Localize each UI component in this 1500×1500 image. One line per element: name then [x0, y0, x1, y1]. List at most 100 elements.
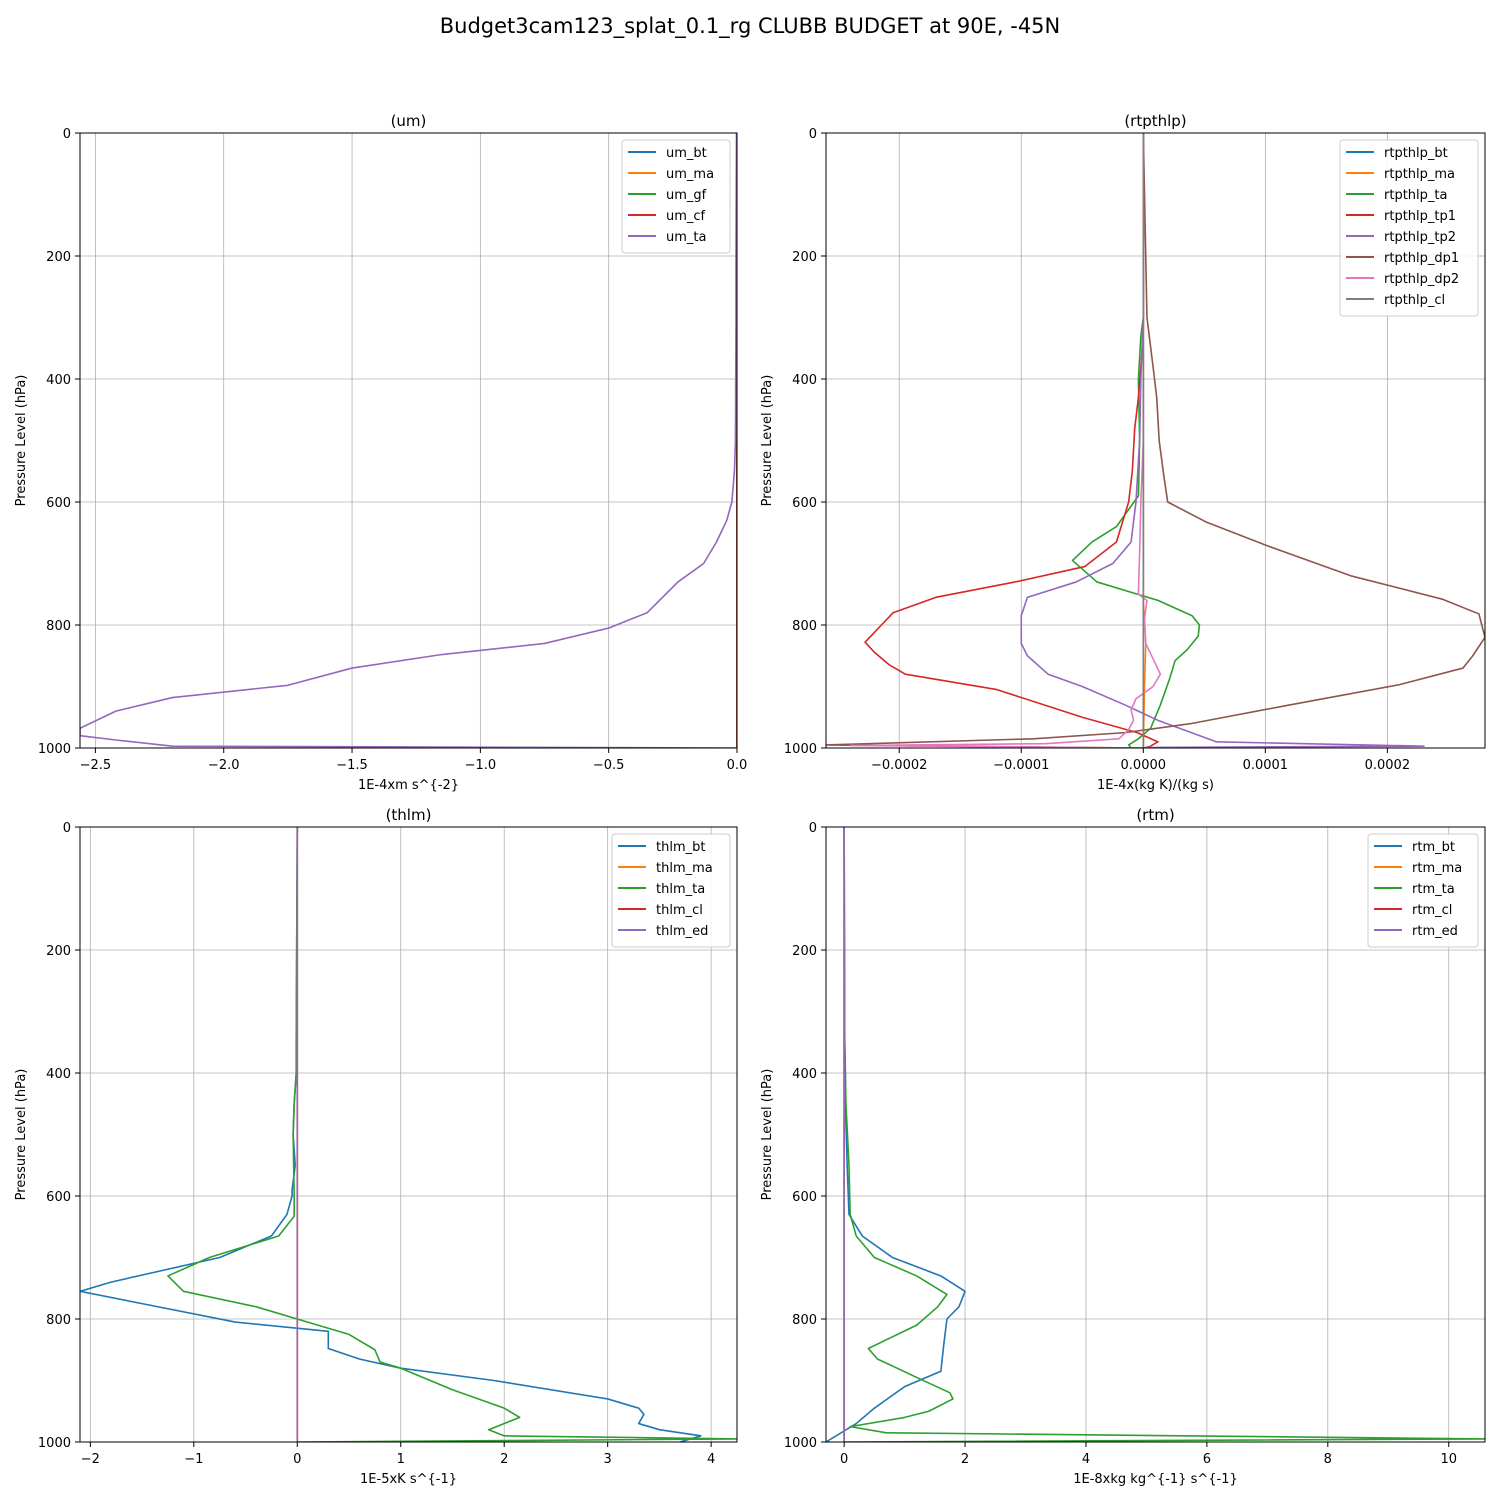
subplot-title: (um) [391, 112, 427, 130]
series-line-rtpthlp_tp1 [864, 133, 1159, 748]
y-tick-label: 1000 [784, 742, 817, 757]
subplot-3: 0 2 4 6 8 10 0 200 400 600 800 1000 (rtm) 1E-8xkg kg^… [760, 806, 1486, 1487]
y-tick-label: 0 [809, 127, 817, 142]
legend-box [611, 833, 731, 948]
legend-entry-um_ma: um_ma [666, 167, 714, 182]
legend: thlm_bt thlm_ma thlm_ta thlm_cl thlm_ed [611, 833, 731, 948]
series-line-rtm_ta [843, 827, 1485, 1442]
y-axis-label: Pressure Level (hPa) [14, 375, 29, 507]
x-axis-label: 1E-8xkg kg^{-1} s^{-1} [1073, 1472, 1238, 1487]
plot-frame [825, 132, 1486, 749]
y-tick-label: 800 [792, 1313, 817, 1328]
legend: um_bt um_ma um_gf um_cf um_ta [621, 139, 731, 254]
x-tick-label: −0.0002 [871, 758, 927, 773]
legend-entry-rtm_ta: rtm_ta [1412, 882, 1455, 897]
y-tick-label: 200 [792, 250, 817, 265]
x-axis-label: 1E-4xm s^{-2} [358, 778, 459, 793]
y-tick-label: 400 [46, 1067, 71, 1082]
y-tick-label: 400 [792, 373, 817, 388]
subplot-title: (rtm) [1136, 806, 1174, 824]
subplot-1: −0.0002 −0.0001 0.0000 0.0001 0.0002 0 200 400 6… [760, 112, 1486, 793]
x-tick-label: 4 [1082, 1452, 1090, 1467]
legend-box [1339, 139, 1479, 317]
legend-entry-rtm_bt: rtm_bt [1412, 840, 1455, 855]
y-tick-label: 600 [792, 496, 817, 511]
y-tick-label: 400 [46, 373, 71, 388]
subplot-0: −2.5 −2.0 −1.5 −1.0 −0.5 0.0 0 200 400 600 800 1000… [14, 112, 747, 793]
plot-frame [79, 132, 738, 749]
y-tick-label: 200 [792, 944, 817, 959]
x-tick-label: 0.0 [727, 758, 748, 773]
legend-entry-thlm_ed: thlm_ed [656, 924, 708, 939]
legend-entry-um_cf: um_cf [666, 209, 706, 224]
y-tick-label: 0 [809, 821, 817, 836]
x-tick-label: −2.0 [208, 758, 240, 773]
subplot-2: −2 −1 0 1 2 3 4 0 200 400 600 800 1000 (thlm) 1E-5xK s… [14, 806, 738, 1487]
x-tick-label: 0 [840, 1452, 848, 1467]
legend-entry-thlm_ma: thlm_ma [656, 861, 713, 876]
x-tick-label: −1.5 [336, 758, 368, 773]
x-axis-label: 1E-5xK s^{-1} [360, 1472, 457, 1487]
series-line-rtpthlp_dp2 [849, 133, 1162, 748]
y-tick-label: 1000 [784, 1436, 817, 1451]
series-line-um_ta [80, 133, 737, 748]
y-tick-label: 0 [63, 127, 71, 142]
y-tick-label: 600 [46, 1190, 71, 1205]
subplot-title: (thlm) [386, 806, 432, 824]
x-tick-label: 3 [604, 1452, 612, 1467]
legend-entry-rtm_ed: rtm_ed [1412, 924, 1458, 939]
legend-entry-rtpthlp_tp1: rtpthlp_tp1 [1384, 209, 1456, 224]
x-tick-label: −2 [81, 1452, 100, 1467]
figure-title: Budget3cam123_splat_0.1_rg CLUBB BUDGET … [439, 14, 1061, 38]
y-tick-label: 800 [792, 619, 817, 634]
y-tick-label: 0 [63, 821, 71, 836]
x-tick-label: 1 [397, 1452, 405, 1467]
legend-entry-rtpthlp_bt: rtpthlp_bt [1384, 146, 1448, 161]
legend-entry-um_gf: um_gf [666, 188, 707, 203]
y-tick-label: 400 [792, 1067, 817, 1082]
legend-entry-rtm_ma: rtm_ma [1412, 861, 1462, 876]
series-line-thlm_ta [167, 827, 737, 1442]
legend-entry-thlm_cl: thlm_cl [656, 903, 703, 918]
series-line-rtpthlp_tp2 [1020, 133, 1425, 748]
legend-entry-rtpthlp_cl: rtpthlp_cl [1384, 293, 1445, 308]
legend: rtm_bt rtm_ma rtm_ta rtm_cl rtm_ed [1367, 833, 1479, 948]
x-tick-label: 4 [707, 1452, 715, 1467]
y-tick-label: 200 [46, 944, 71, 959]
legend-entry-rtpthlp_ta: rtpthlp_ta [1384, 188, 1447, 203]
legend-entry-rtpthlp_dp2: rtpthlp_dp2 [1384, 272, 1459, 287]
y-tick-label: 600 [792, 1190, 817, 1205]
series-line-rtpthlp_ta [1071, 133, 1201, 748]
x-tick-label: 0.0001 [1243, 758, 1289, 773]
x-tick-label: 0 [293, 1452, 301, 1467]
x-tick-label: 0.0000 [1121, 758, 1167, 773]
legend-entry-um_ta: um_ta [666, 230, 706, 245]
plot-frame [825, 826, 1486, 1443]
y-axis-label: Pressure Level (hPa) [760, 375, 775, 507]
y-tick-label: 600 [46, 496, 71, 511]
y-axis-label: Pressure Level (hPa) [760, 1069, 775, 1201]
x-tick-label: 10 [1440, 1452, 1457, 1467]
legend-box [621, 139, 731, 254]
legend-entry-thlm_ta: thlm_ta [656, 882, 705, 897]
legend-entry-rtpthlp_dp1: rtpthlp_dp1 [1384, 251, 1459, 266]
series-line-rtpthlp_dp1 [826, 133, 1485, 748]
subplot-title: (rtpthlp) [1124, 112, 1186, 130]
y-tick-label: 200 [46, 250, 71, 265]
legend-entry-rtpthlp_ma: rtpthlp_ma [1384, 167, 1455, 182]
y-axis-label: Pressure Level (hPa) [14, 1069, 29, 1201]
y-tick-label: 800 [46, 1313, 71, 1328]
x-tick-label: 2 [500, 1452, 508, 1467]
x-tick-label: 6 [1203, 1452, 1211, 1467]
x-tick-label: 8 [1324, 1452, 1332, 1467]
x-tick-label: −1 [184, 1452, 203, 1467]
legend: rtpthlp_bt rtpthlp_ma rtpthlp_ta rtpthlp_tp… [1339, 139, 1479, 317]
legend-entry-um_bt: um_bt [666, 146, 707, 161]
legend-box [1367, 833, 1479, 948]
plot-frame [79, 826, 738, 1443]
x-tick-label: −1.0 [465, 758, 497, 773]
y-tick-label: 1000 [38, 1436, 71, 1451]
y-tick-label: 800 [46, 619, 71, 634]
